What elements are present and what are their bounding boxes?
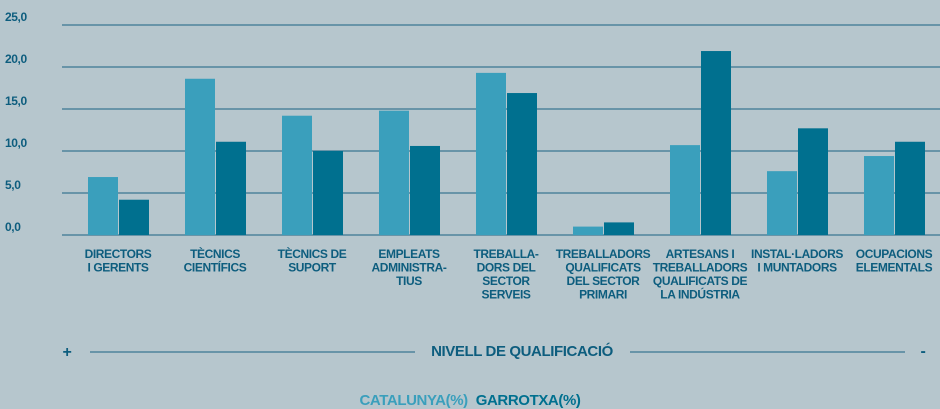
x-tick-label: DEL SECTOR <box>567 274 641 288</box>
y-tick-label: 20,0 <box>5 52 27 66</box>
x-tick-label: ELEMENTALS <box>856 261 933 275</box>
x-tick-label: TÈCNICS <box>190 246 240 261</box>
x-tick-label: TREBALLADORS <box>653 261 748 275</box>
bar <box>507 93 537 235</box>
bar <box>701 51 731 235</box>
x-tick-label: TREBALLADORS <box>556 247 651 261</box>
bar <box>476 72 506 235</box>
x-tick-label: ARTESANS I <box>666 247 735 261</box>
x-tick-label: QUALIFICATS <box>565 261 641 275</box>
y-tick-label: 15,0 <box>5 94 27 108</box>
x-tick-label: I GERENTS <box>87 261 148 275</box>
bar <box>119 199 149 235</box>
x-tick-label: SECTOR <box>482 274 530 288</box>
x-tick-label: LA INDÚSTRIA <box>660 287 740 302</box>
x-tick-label: PRIMARI <box>579 288 627 302</box>
x-tick-label: TÈCNICS DE <box>278 246 347 261</box>
bar <box>313 151 343 235</box>
y-tick-label: 10,0 <box>5 136 27 150</box>
legend-entry: GARROTXA(%) <box>476 392 581 409</box>
x-tick-label: CIENTÍFICS <box>184 260 247 275</box>
y-tick-label: 25,0 <box>5 10 27 24</box>
x-axis-title: NIVELL DE QUALIFICACIÓ <box>431 342 613 360</box>
y-tick-label: 5,0 <box>5 178 21 192</box>
x-tick-label: TREBALLA- <box>473 247 538 261</box>
x-tick-label: OCUPACIONS <box>856 247 933 261</box>
x-tick-label: EMPLEATS <box>378 247 440 261</box>
bar <box>410 145 440 235</box>
x-tick-label: I MUNTADORS <box>757 261 837 275</box>
legend-entry: CATALUNYA(%) <box>359 392 468 409</box>
bar <box>895 141 925 235</box>
x-tick-label: QUALIFICATS DE <box>653 274 748 288</box>
bar <box>604 222 634 235</box>
bar <box>88 177 118 235</box>
y-tick-label: 0,0 <box>5 220 21 234</box>
x-tick-label: INSTAL·LADORS <box>751 247 843 261</box>
x-tick-label: SERVEIS <box>481 288 530 302</box>
bar <box>767 171 797 235</box>
x-tick-label: DIRECTORS <box>85 247 152 261</box>
axis-low: + <box>63 344 72 361</box>
bar <box>282 115 312 235</box>
bar <box>670 145 700 235</box>
x-tick-label: TIUS <box>396 274 422 288</box>
x-tick-label: SUPORT <box>288 261 337 275</box>
bar <box>573 226 603 235</box>
bar <box>379 110 409 235</box>
bar <box>864 156 894 235</box>
bar <box>798 128 828 235</box>
bar <box>185 78 215 235</box>
x-tick-label: DORS DEL <box>477 261 536 275</box>
axis-high: - <box>921 343 926 360</box>
bar <box>216 141 246 235</box>
x-tick-label: ADMINISTRA- <box>372 261 447 275</box>
